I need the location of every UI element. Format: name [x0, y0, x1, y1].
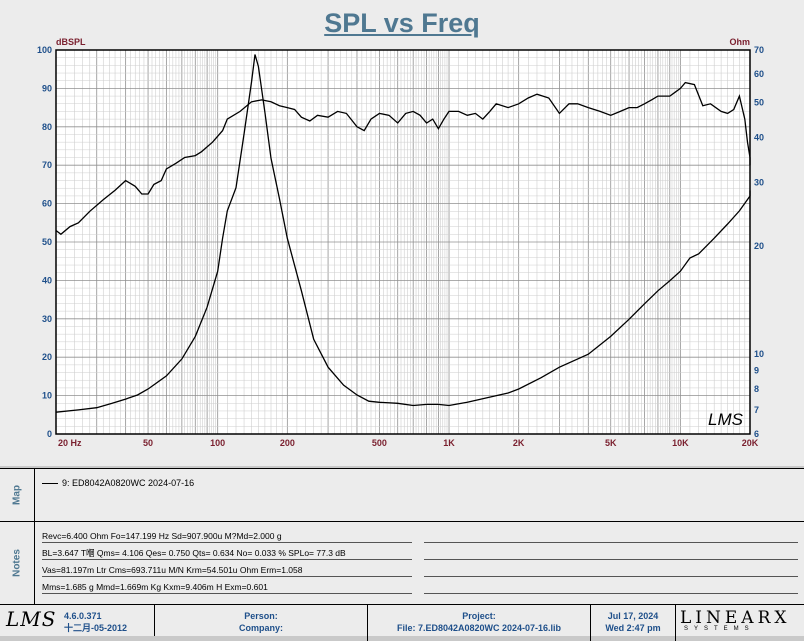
x-tick-label: 10K [672, 438, 689, 448]
y-left-tick-label: 100 [37, 45, 52, 55]
y-right-tick-label: 60 [754, 69, 764, 79]
y-right-tick-labels: 6 7 8 9 10 20 30 40 50 60 70 [754, 45, 764, 439]
y-right-tick-label: 20 [754, 241, 764, 251]
y-left-tick-label: 60 [42, 199, 52, 209]
y-left-tick-label: 30 [42, 314, 52, 324]
y-right-tick-label: 9 [754, 366, 759, 376]
series-line-impedance [55, 54, 751, 413]
series-line-spl [55, 81, 751, 236]
y-left-tick-label: 90 [42, 83, 52, 93]
footer-date: Jul 17, 2024 [607, 611, 659, 621]
y-left-tick-label: 70 [42, 160, 52, 170]
x-tick-label: 20 Hz [58, 438, 82, 448]
linearx-logo: LINEARX [680, 608, 791, 628]
y-right-tick-label: 6 [754, 429, 759, 439]
spl-freq-chart: 20 Hz 50 100 200 500 1K 2K 5K 10K 20K 0 10 20 30 40 50… [37, 37, 764, 448]
chart-area: SPL vs Freq 20 Hz 50 100 200 500 1K 2K 5K 10K 20K… [0, 0, 804, 466]
x-tick-label: 50 [143, 438, 153, 448]
series-group [55, 54, 751, 413]
footer-date-cell: Jul 17, 2024 Wed 2:47 pm [591, 605, 676, 641]
note-blank-2 [424, 547, 798, 560]
file-label: File: 7.ED8042A0820WC 2024-07-16.lib [396, 623, 562, 633]
notes-side-label: Notes [0, 522, 35, 604]
y-left-tick-label: 80 [42, 122, 52, 132]
x-tick-label: 500 [372, 438, 387, 448]
y-right-tick-label: 10 [754, 349, 764, 359]
plot-frame [55, 49, 751, 435]
note-line-2: BL=3.647 T嗰 Qms= 4.106 Qes= 0.750 Qts= 0… [42, 547, 412, 560]
person-label: Person: [244, 611, 278, 621]
map-side-label: Map [0, 469, 35, 521]
x-tick-labels: 20 Hz 50 100 200 500 1K 2K 5K 10K 20K [58, 438, 759, 448]
footer-time: Wed 2:47 pm [605, 623, 661, 633]
y-left-tick-label: 20 [42, 352, 52, 362]
x-tick-label: 200 [280, 438, 295, 448]
note-blank-3 [424, 564, 798, 577]
lms-logo: LMS [6, 607, 57, 631]
y-right-tick-label: 8 [754, 384, 759, 394]
y-left-tick-labels: 0 10 20 30 40 50 60 70 80 90 100 [37, 45, 52, 439]
y-right-axis-label: Ohm [729, 37, 750, 47]
y-right-tick-label: 40 [754, 132, 764, 142]
y-left-tick-label: 40 [42, 275, 52, 285]
map-entry-label: 9: ED8042A0820WC 2024-07-16 [62, 478, 195, 488]
version-date: 十二月-05-2012 [64, 623, 128, 633]
note-blank-1 [424, 530, 798, 543]
y-right-tick-label: 50 [754, 98, 764, 108]
x-tick-label: 1K [443, 438, 455, 448]
x-tick-label: 2K [513, 438, 525, 448]
x-tick-label: 100 [210, 438, 225, 448]
y-left-tick-label: 50 [42, 237, 52, 247]
map-line-swatch [42, 483, 58, 485]
y-left-tick-label: 0 [47, 429, 52, 439]
note-line-4: Mms=1.685 g Mmd=1.669m Kg Kxm=9.406m H E… [42, 581, 412, 594]
x-tick-label: 20K [742, 438, 759, 448]
note-line-3: Vas=81.197m Ltr Cms=693.711u M/N Krm=54.… [42, 564, 412, 577]
project-label: Project: [462, 611, 496, 621]
map-entry[interactable]: 9: ED8042A0820WC 2024-07-16 [42, 478, 194, 488]
footer-project-cell: Project: File: 7.ED8042A0820WC 2024-07-1… [368, 605, 591, 641]
linearx-subtitle: SYSTEMS [684, 626, 755, 632]
y-right-tick-label: 7 [754, 405, 759, 415]
note-blank-4 [424, 581, 798, 594]
y-left-axis-label: dBSPL [56, 37, 86, 47]
y-left-tick-label: 10 [42, 391, 52, 401]
map-panel: Map 9: ED8042A0820WC 2024-07-16 [0, 468, 804, 522]
footer-version-cell: LMS 4.6.0.371 十二月-05-2012 [0, 605, 155, 636]
grid-horizontal [56, 49, 750, 435]
chart-title: SPL vs Freq [324, 8, 480, 38]
footer-bar: LMS 4.6.0.371 十二月-05-2012 Person: Compan… [0, 605, 804, 641]
lms-watermark: LMS [708, 410, 744, 429]
y-right-tick-label: 70 [754, 45, 764, 55]
version-number: 4.6.0.371 [64, 611, 102, 621]
note-line-1: Revc=6.400 Ohm Fo=147.199 Hz Sd=907.900u… [42, 530, 412, 543]
y-right-tick-label: 30 [754, 177, 764, 187]
notes-panel: Notes Revc=6.400 Ohm Fo=147.199 Hz Sd=90… [0, 522, 804, 605]
x-tick-label: 5K [605, 438, 617, 448]
version-info: 4.6.0.371 十二月-05-2012 [64, 610, 127, 634]
footer-person-cell: Person: Company: [155, 605, 368, 641]
company-label: Company: [238, 623, 283, 633]
